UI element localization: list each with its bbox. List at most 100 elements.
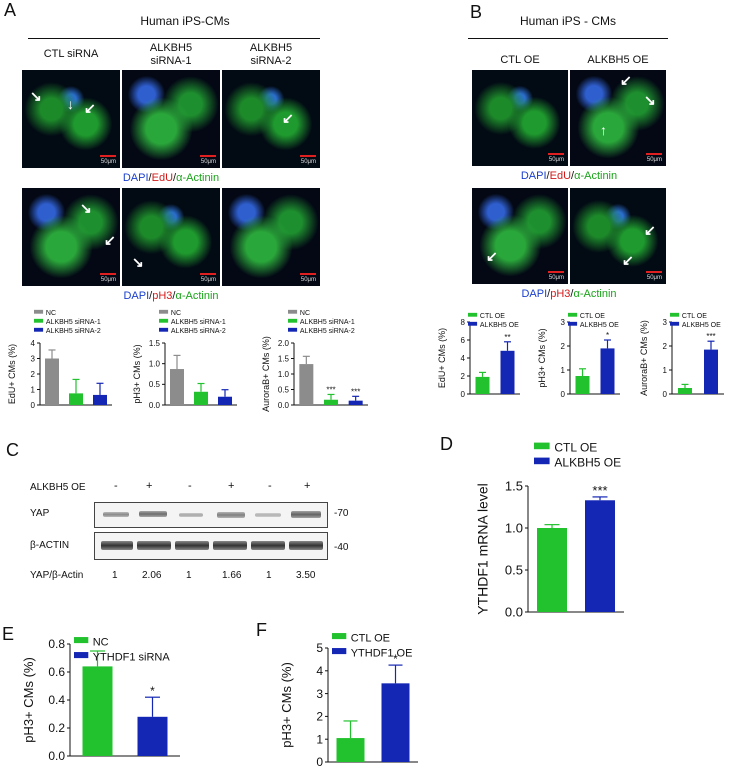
legend-label: ALKBH5 OE (682, 322, 721, 329)
y-tick-label: 0.6 (48, 665, 65, 679)
arrow-icon: ↓ (67, 96, 74, 112)
significance-label: * (150, 684, 155, 698)
y-axis-label: EdU+ CMs (%) (7, 344, 17, 404)
scale-label: 50μm (100, 277, 116, 283)
y-tick-label: 0.5 (149, 380, 161, 389)
legend-label: NC (300, 310, 310, 317)
micrograph-b-ph3-alkbh5: ↙ ↙ 50μm (570, 188, 666, 284)
arrow-icon: ↙ (622, 252, 634, 268)
legend-label: ALKBH5 siRNA-2 (46, 328, 101, 335)
legend-label: ALKBH5 siRNA-1 (46, 319, 101, 326)
bar (218, 396, 232, 405)
legend-label: NC (93, 636, 109, 648)
y-tick-label: 0.0 (48, 749, 65, 763)
bar (137, 716, 168, 756)
ratio-value: 2.06 (142, 570, 162, 581)
legend-label: ALKBH5 OE (554, 456, 621, 470)
y-tick-label: 2.0 (278, 339, 290, 348)
blot-row-label: ALKBH5 OE (30, 482, 86, 493)
legend-swatch (159, 327, 169, 332)
y-tick-label: 2 (561, 342, 566, 351)
lane-indicator: + (146, 480, 153, 492)
bar (500, 350, 515, 394)
y-tick-label: 1 (31, 385, 36, 394)
chart-e-ph3-sirna: 0.0 0.2 0.4 0.6 0.8 pH3+ CMs (%) * NC YTHDF1 siR… (21, 636, 180, 763)
bar (45, 358, 59, 405)
y-tick-label: 1 (316, 732, 323, 746)
y-tick-label: 2 (663, 342, 668, 351)
scale-label: 50μm (548, 157, 564, 163)
legend-swatch (159, 309, 169, 314)
lane-indicator: - (268, 480, 272, 492)
y-tick-label: 0.5 (505, 563, 523, 578)
legend-label: CTL OE (682, 313, 707, 320)
legend-label: ALKBH5 siRNA-2 (300, 328, 355, 335)
y-tick-label: 1 (561, 366, 566, 375)
legend-label: NC (171, 310, 181, 317)
arrow-icon: ↑ (600, 122, 607, 138)
legend-label: ALKBH5 siRNA-1 (300, 319, 355, 326)
significance-label: ** (504, 333, 510, 342)
legend-label: YTHDF1 siRNA (93, 651, 171, 663)
bar (381, 683, 410, 762)
legend-swatch (568, 312, 578, 317)
significance-label: * (393, 652, 398, 666)
bar (299, 364, 314, 405)
arrow-icon: ↘ (30, 88, 42, 104)
legend-swatch (288, 327, 298, 332)
legend-swatch (534, 457, 550, 465)
ratio-label: YAP/β-Actin (30, 570, 84, 581)
y-tick-label: 0.2 (48, 721, 65, 735)
legend-swatch (332, 648, 347, 655)
legend-label: ALKBH5 OE (580, 322, 619, 329)
panel-label-c: C (6, 440, 19, 460)
ratio-value: 1 (266, 570, 272, 581)
scale-bar (300, 155, 316, 157)
stain-caption-b-ph3: DAPI/pH3/α-Actinin (521, 288, 617, 300)
legend-label: NC (46, 310, 56, 317)
legend-swatch (288, 318, 298, 323)
column-label-alkbh5-sirna-2: ALKBH5 siRNA-2 (249, 42, 293, 67)
band (291, 511, 321, 518)
band (137, 541, 171, 550)
significance-label: *** (326, 385, 335, 394)
scale-label: 50μm (200, 159, 216, 165)
chart-a-aurorab: 0.0 0.5 1.0 1.5 2.0 AuroraB+ CMs (%) *** *** NC A… (261, 309, 368, 412)
legend-swatch (159, 318, 169, 323)
y-tick-label: 6 (461, 336, 466, 345)
chart-d-ythdf1-mrna: 0.0 0.5 1.0 1.5 YTHDF1 mRNA level *** CTL OEAL… (475, 441, 624, 620)
panel-label-e: E (2, 624, 15, 644)
y-tick-label: 0.8 (48, 637, 65, 651)
y-axis-label: pH3+ CMs (%) (279, 662, 294, 748)
ratio-value: 1 (112, 570, 118, 581)
marker-70: -70 (334, 508, 349, 519)
y-tick-label: 1.0 (278, 370, 290, 379)
panel-b-title: Human iPS - CMs (519, 14, 617, 28)
band (103, 512, 129, 517)
chart-b-ph3: 0 1 2 3 pH3+ CMs (%) * CTL OE ALKBH5 OE (537, 312, 620, 399)
y-axis-label: AuroraB+ CMs (%) (261, 336, 271, 412)
bar (348, 400, 363, 405)
stain-caption-a-ph3: DAPI/pH3/α-Actinin (123, 290, 219, 302)
y-tick-label: 1 (663, 366, 668, 375)
bar (678, 388, 692, 394)
y-tick-label: 0 (31, 401, 36, 410)
band (289, 541, 323, 550)
ratio-value: 1.66 (222, 570, 242, 581)
column-label-alkbh5-oe: ALKBH5 OE (587, 54, 649, 66)
arrow-icon: ↙ (282, 110, 294, 126)
scale-bar (100, 273, 116, 275)
band (179, 513, 203, 517)
bar (194, 391, 208, 405)
legend-swatch (670, 321, 680, 326)
micrograph-b-ph3-ctl: ↙ 50μm (472, 188, 568, 284)
scale-label: 50μm (646, 275, 662, 281)
panel-label-b: B (470, 2, 483, 22)
y-tick-label: 4 (31, 339, 36, 348)
legend-swatch (332, 633, 347, 640)
y-tick-label: 0.5 (278, 385, 290, 394)
chart-f-ph3-oe: 0 1 2 3 4 5 pH3+ CMs (%) *CTL OE YTHDF1 OE (279, 632, 418, 768)
micrograph-a-edu-ctl: ↘ ↓ ↙ 50μm (22, 70, 120, 168)
legend-swatch (74, 637, 89, 644)
legend-label: CTL OE (554, 441, 597, 455)
